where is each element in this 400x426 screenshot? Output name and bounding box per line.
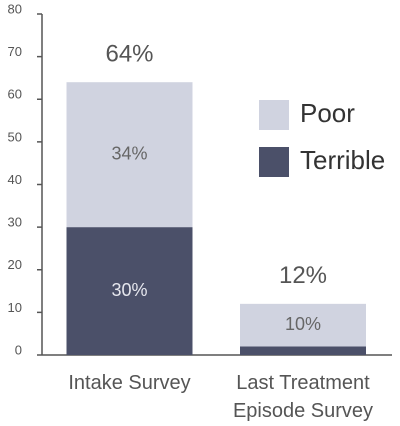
total-label: 64% — [105, 41, 153, 68]
y-tick-label: 0 — [15, 342, 22, 357]
bar-value-label: 34% — [111, 143, 147, 163]
y-tick-label: 10 — [8, 300, 22, 315]
bar-segment — [240, 346, 366, 355]
bar-segment — [240, 303, 366, 347]
total-label: 12% — [279, 262, 327, 289]
x-tick-label: Intake Survey — [68, 372, 191, 394]
bar-segment — [66, 227, 193, 355]
x-tick-label: Last Treatment Episode Survey — [232, 372, 374, 422]
y-tick-label: 60 — [8, 87, 22, 102]
y-tick-label: 50 — [8, 129, 22, 144]
y-tick-label: 20 — [8, 257, 22, 272]
legend-swatch — [259, 100, 289, 130]
bar-segment — [66, 82, 193, 228]
legend-swatch — [259, 147, 289, 177]
legend-label: Poor — [300, 98, 355, 128]
y-tick-label: 40 — [8, 172, 22, 187]
bar-value-label: 10% — [285, 314, 321, 334]
y-tick-label: 30 — [8, 215, 22, 230]
bar-value-label: 30% — [111, 280, 147, 300]
y-tick-label: 70 — [8, 44, 22, 59]
y-tick-label: 80 — [8, 1, 22, 16]
legend-label: Terrible — [300, 145, 385, 175]
